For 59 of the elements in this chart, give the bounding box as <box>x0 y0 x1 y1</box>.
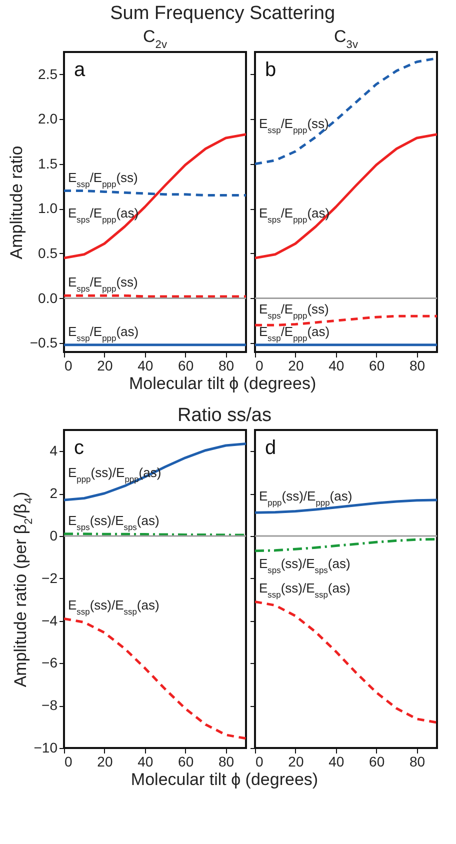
y-tick-label: 1.5 <box>38 155 58 172</box>
x-tick-label: 40 <box>138 358 154 374</box>
x-tick-label: 60 <box>369 754 385 770</box>
x-tick-label: 80 <box>218 754 234 770</box>
chart-title: Ratio ss/as <box>178 405 272 426</box>
x-tick-label: 20 <box>97 358 113 374</box>
x-tick-label: 0 <box>64 754 72 770</box>
y-tick-label: 2.0 <box>38 110 58 127</box>
y-tick-label: 1.0 <box>38 200 58 216</box>
y-tick-label: 2.5 <box>38 66 58 82</box>
annotation: b <box>265 59 276 81</box>
y-tick-label: −10 <box>34 740 58 756</box>
series-label: E$_{sps}$/E$_{ppp}$(ss) <box>68 274 138 294</box>
x-tick-label: 0 <box>64 358 72 374</box>
series-label: E$_{sps}$(ss)/E$_{sps}$(as) <box>68 512 160 532</box>
x-tick-label: 40 <box>138 754 154 770</box>
y-tick-label: −2 <box>42 570 58 586</box>
annotation: d <box>265 437 276 459</box>
x-axis-title: Molecular tilt ϕ (degrees) <box>128 374 316 393</box>
x-tick-label: 60 <box>178 358 194 374</box>
y-tick-label: 2 <box>50 485 58 502</box>
x-tick-label: 0 <box>256 754 264 770</box>
x-axis-title: Molecular tilt ϕ (degrees) <box>130 770 318 789</box>
x-tick-label: 60 <box>369 358 385 374</box>
y-tick-label: 0 <box>50 528 58 544</box>
series-label: E$_{ssp}$(ss)/E$_{ssp}$(as) <box>259 580 350 600</box>
x-tick-label: 20 <box>97 754 113 770</box>
x-tick-label: 80 <box>409 754 426 770</box>
chart-subtitle: C$_{3v}$ <box>334 27 358 51</box>
x-tick-label: 40 <box>328 358 344 374</box>
x-tick-label: 80 <box>218 358 234 374</box>
series-label: E$_{ssp}$/E$_{ppp}$(as) <box>259 324 330 343</box>
x-tick-label: 0 <box>256 358 264 374</box>
y-tick-label: 0.5 <box>38 244 58 261</box>
series-label: E$_{ssp}$/E$_{ppp}$(ss) <box>68 170 138 189</box>
annotation: a <box>74 59 86 81</box>
series-label: E$_{sps}$/E$_{ppp}$(as) <box>259 206 330 225</box>
y-tick-label: −0.5 <box>30 334 58 351</box>
series-label: E$_{sps}$/E$_{ppp}$(ss) <box>259 301 329 320</box>
annotation: c <box>74 437 84 459</box>
series-label: E$_{sps}$/E$_{ppp}$(as) <box>68 206 139 225</box>
x-tick-label: 60 <box>178 754 194 770</box>
series-label: E$_{ppp}$(ss)/E$_{ppp}$(as) <box>259 488 352 508</box>
y-axis-title: Amplitude ratio <box>6 146 26 260</box>
y-tick-label: −8 <box>42 697 58 714</box>
series-label: E$_{ssp}$/E$_{ppp}$(ss) <box>259 116 329 136</box>
x-tick-label: 20 <box>288 358 304 374</box>
x-tick-label: 20 <box>288 754 304 770</box>
series-label: E$_{sps}$(ss)/E$_{sps}$(as) <box>259 556 350 575</box>
series-label: E$_{ssp}$(ss)/E$_{ssp}$(as) <box>68 598 160 617</box>
chart-title: Sum Frequency Scattering <box>110 3 336 24</box>
x-tick-label: 40 <box>328 754 344 770</box>
y-tick-label: 4 <box>50 442 58 459</box>
chart-subtitle: C$_{2v}$ <box>143 27 168 51</box>
y-tick-label: −6 <box>42 654 58 671</box>
y-tick-label: 0.0 <box>38 290 58 306</box>
y-tick-label: −4 <box>42 612 58 628</box>
x-tick-label: 80 <box>409 358 426 374</box>
series-label: E$_{ssp}$/E$_{ppp}$(as) <box>68 324 139 343</box>
